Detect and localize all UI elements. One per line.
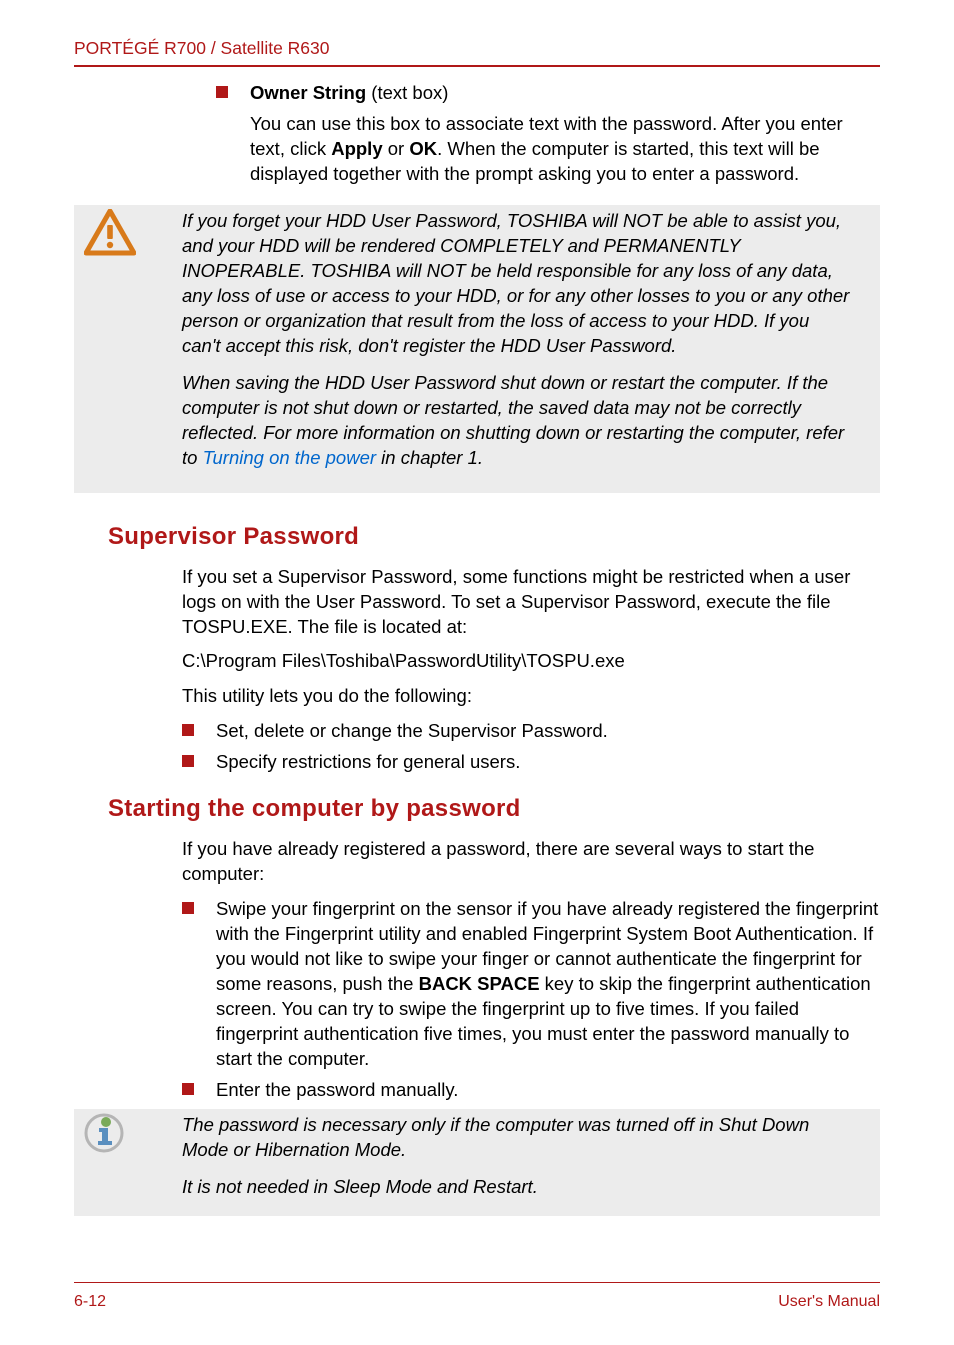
owner-string-title: Owner String (text box) — [250, 81, 880, 106]
starting-heading: Starting the computer by password — [108, 795, 880, 823]
starting-b1-bold: BACK SPACE — [419, 973, 540, 994]
info-callout: The password is necessary only if the co… — [74, 1109, 880, 1216]
supervisor-b1-text: Set, delete or change the Supervisor Pas… — [216, 719, 880, 744]
info-icon — [84, 1113, 124, 1153]
owner-ok: OK — [409, 138, 437, 159]
supervisor-heading: Supervisor Password — [108, 523, 880, 551]
owner-string-item: Owner String (text box) You can use this… — [216, 81, 880, 197]
manual-label: User's Manual — [778, 1293, 880, 1311]
footer-rule — [74, 1282, 880, 1283]
starting-b1-text: Swipe your fingerprint on the sensor if … — [216, 897, 880, 1072]
header-rule — [74, 65, 880, 67]
supervisor-p1: If you set a Supervisor Password, some f… — [182, 565, 880, 640]
starting-p1: If you have already registered a passwor… — [182, 837, 880, 887]
info-p2: It is not needed in Sleep Mode and Resta… — [182, 1175, 852, 1200]
supervisor-p2: This utility lets you do the following: — [182, 684, 880, 709]
warning-p2: When saving the HDD User Password shut d… — [182, 371, 852, 471]
bullet-icon — [182, 724, 194, 736]
warning-callout: If you forget your HDD User Password, TO… — [74, 205, 880, 493]
warning-link[interactable]: Turning on the power — [203, 447, 376, 468]
bullet-icon — [182, 755, 194, 767]
owner-string-rest: (text box) — [366, 82, 448, 103]
supervisor-bullet-2: Specify restrictions for general users. — [182, 750, 880, 775]
bullet-icon — [182, 1083, 194, 1095]
owner-string-body: You can use this box to associate text w… — [250, 112, 880, 187]
warning-p1: If you forget your HDD User Password, TO… — [182, 209, 852, 359]
info-p1: The password is necessary only if the co… — [182, 1113, 852, 1163]
warning-icon — [84, 209, 136, 257]
starting-b2-text: Enter the password manually. — [216, 1078, 880, 1103]
supervisor-path: C:\Program Files\Toshiba\PasswordUtility… — [182, 649, 880, 674]
owner-or: or — [383, 138, 410, 159]
starting-bullet-1: Swipe your fingerprint on the sensor if … — [182, 897, 880, 1072]
supervisor-b2-text: Specify restrictions for general users. — [216, 750, 880, 775]
warning-p2-post: in chapter 1. — [376, 447, 483, 468]
owner-string-bold: Owner String — [250, 82, 366, 103]
page-header: PORTÉGÉ R700 / Satellite R630 — [74, 38, 880, 59]
page-footer: 6-12 User's Manual — [74, 1282, 880, 1311]
page-number: 6-12 — [74, 1293, 106, 1311]
supervisor-bullet-1: Set, delete or change the Supervisor Pas… — [182, 719, 880, 744]
owner-apply: Apply — [331, 138, 382, 159]
starting-bullet-2: Enter the password manually. — [182, 1078, 880, 1103]
bullet-icon — [216, 86, 228, 98]
bullet-icon — [182, 902, 194, 914]
